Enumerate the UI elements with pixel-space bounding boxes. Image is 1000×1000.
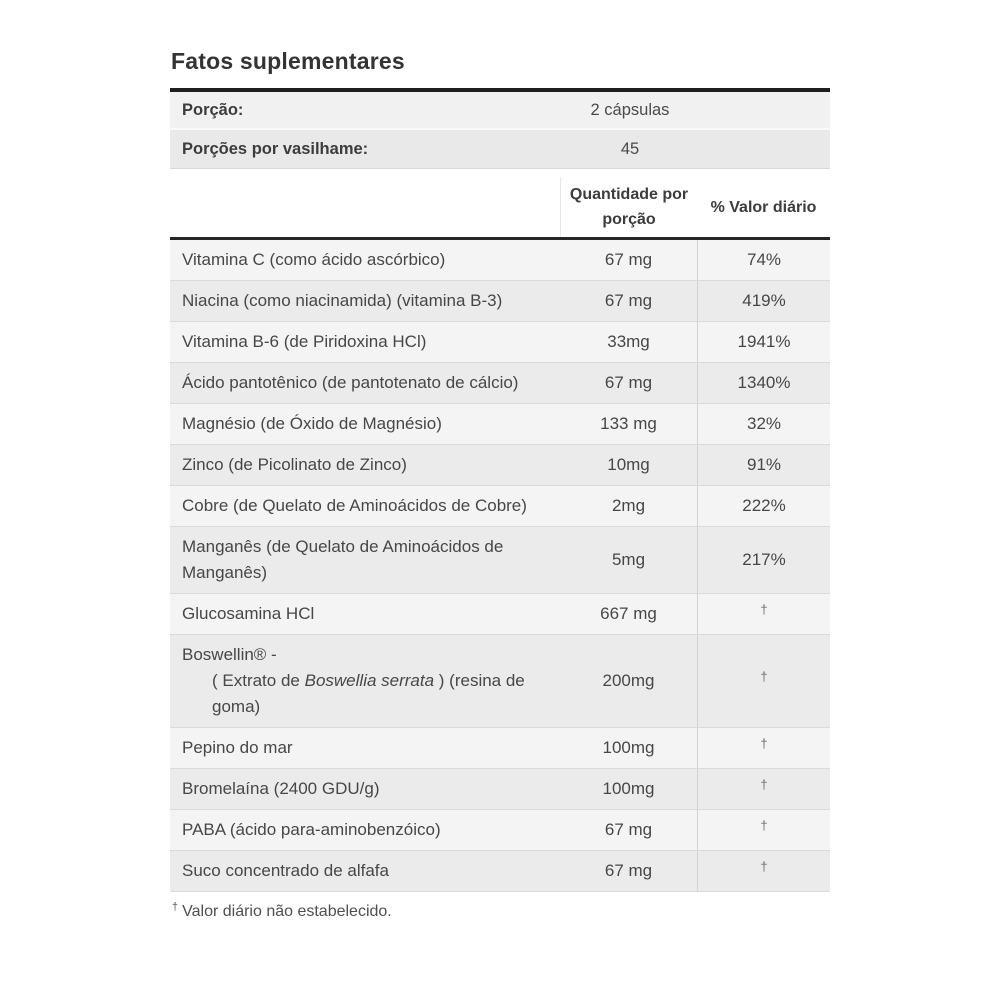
nutrient-amount: 100mg bbox=[602, 779, 655, 798]
serving-info-label: Porções por vasilhame: bbox=[182, 139, 369, 158]
nutrient-row: Pepino do mar 100mg † bbox=[170, 728, 830, 769]
nutrient-row: Boswellin® -( Extrato de Boswellia serra… bbox=[170, 635, 830, 728]
nutrient-dv: 217% bbox=[697, 527, 830, 593]
nutrient-name: Manganês (de Quelato de Aminoácidos de M… bbox=[182, 537, 504, 582]
amount-column-header: Quantidade por porção bbox=[560, 177, 697, 237]
nutrient-amount: 67 mg bbox=[604, 250, 653, 269]
nutrient-amount: 33mg bbox=[607, 332, 650, 351]
nutrient-name: Pepino do mar bbox=[182, 738, 293, 757]
nutrients-table: Quantidade por porção % Valor diário Vit… bbox=[170, 177, 830, 892]
nutrient-row: PABA (ácido para-aminobenzóico) 67 mg † bbox=[170, 810, 830, 851]
nutrient-amount: 200mg bbox=[602, 671, 655, 690]
serving-info-row: Porção: 2 cápsulas bbox=[170, 92, 830, 130]
nutrient-name: Suco concentrado de alfafa bbox=[182, 861, 389, 880]
nutrient-name: Bromelaína (2400 GDU/g) bbox=[182, 779, 380, 798]
nutrient-name: Vitamina C (como ácido ascórbico) bbox=[182, 250, 446, 269]
nutrient-name: Boswellin® -( Extrato de Boswellia serra… bbox=[182, 645, 525, 716]
nutrient-row: Ácido pantotênico (de pantotenato de cál… bbox=[170, 363, 830, 404]
nutrient-dv: 74% bbox=[697, 240, 830, 280]
nutrient-amount: 2mg bbox=[611, 496, 646, 515]
nutrient-dv: 222% bbox=[697, 486, 830, 526]
nutrient-dv: 1941% bbox=[697, 322, 830, 362]
nutrient-row: Vitamina B-6 (de Piridoxina HCl) 33mg 19… bbox=[170, 322, 830, 363]
nutrient-row: Vitamina C (como ácido ascórbico) 67 mg … bbox=[170, 240, 830, 281]
serving-info-label: Porção: bbox=[182, 100, 244, 119]
nutrient-name: Zinco (de Picolinato de Zinco) bbox=[182, 455, 407, 474]
nutrient-dv: † bbox=[697, 810, 830, 850]
dv-column-header: % Valor diário bbox=[710, 198, 817, 216]
supplement-facts-panel: Fatos suplementares Porção: 2 cápsulas P… bbox=[170, 45, 830, 921]
serving-info-value: 45 bbox=[620, 139, 640, 158]
nutrient-amount: 67 mg bbox=[604, 861, 653, 880]
nutrient-amount: 667 mg bbox=[600, 604, 657, 623]
nutrient-amount: 5mg bbox=[611, 550, 646, 569]
nutrient-dv: † bbox=[697, 769, 830, 809]
nutrient-row: Bromelaína (2400 GDU/g) 100mg † bbox=[170, 769, 830, 810]
serving-info-value: 2 cápsulas bbox=[590, 100, 670, 119]
footnote: † Valor diário não estabelecido. bbox=[170, 901, 830, 921]
nutrient-amount: 67 mg bbox=[604, 291, 653, 310]
nutrient-name: Cobre (de Quelato de Aminoácidos de Cobr… bbox=[182, 496, 527, 515]
nutrient-row: Magnésio (de Óxido de Magnésio) 133 mg 3… bbox=[170, 404, 830, 445]
serving-info-table: Porção: 2 cápsulas Porções por vasilhame… bbox=[170, 88, 830, 169]
nutrients-rows: Vitamina C (como ácido ascórbico) 67 mg … bbox=[170, 240, 830, 892]
nutrient-dv: † bbox=[697, 728, 830, 768]
page-title: Fatos suplementares bbox=[171, 48, 405, 74]
nutrient-dv: † bbox=[697, 851, 830, 891]
nutrient-name: Magnésio (de Óxido de Magnésio) bbox=[182, 414, 442, 433]
table-header-row: Quantidade por porção % Valor diário bbox=[170, 177, 830, 240]
nutrient-amount: 133 mg bbox=[600, 414, 657, 433]
nutrient-dv: † bbox=[697, 635, 830, 727]
nutrient-name: Vitamina B-6 (de Piridoxina HCl) bbox=[182, 332, 427, 351]
nutrient-row: Manganês (de Quelato de Aminoácidos de M… bbox=[170, 527, 830, 594]
nutrient-dv: 91% bbox=[697, 445, 830, 485]
nutrient-amount: 10mg bbox=[607, 455, 650, 474]
nutrient-amount: 67 mg bbox=[604, 373, 653, 392]
footnote-text: Valor diário não estabelecido. bbox=[182, 903, 392, 921]
nutrient-row: Cobre (de Quelato de Aminoácidos de Cobr… bbox=[170, 486, 830, 527]
nutrient-amount: 67 mg bbox=[604, 820, 653, 839]
footnote-dagger-symbol: † bbox=[172, 901, 179, 913]
nutrient-amount: 100mg bbox=[602, 738, 655, 757]
nutrient-name: Ácido pantotênico (de pantotenato de cál… bbox=[182, 373, 519, 392]
nutrient-name: Glucosamina HCl bbox=[182, 604, 315, 623]
nutrient-dv: 32% bbox=[697, 404, 830, 444]
serving-info-row: Porções por vasilhame: 45 bbox=[170, 130, 830, 168]
nutrient-row: Glucosamina HCl 667 mg † bbox=[170, 594, 830, 635]
nutrient-dv: 1340% bbox=[697, 363, 830, 403]
nutrient-row: Zinco (de Picolinato de Zinco) 10mg 91% bbox=[170, 445, 830, 486]
nutrient-name: Niacina (como niacinamida) (vitamina B-3… bbox=[182, 291, 503, 310]
nutrient-dv: 419% bbox=[697, 281, 830, 321]
nutrient-row: Niacina (como niacinamida) (vitamina B-3… bbox=[170, 281, 830, 322]
nutrient-dv: † bbox=[697, 594, 830, 634]
nutrient-name: PABA (ácido para-aminobenzóico) bbox=[182, 820, 441, 839]
nutrient-row: Suco concentrado de alfafa 67 mg † bbox=[170, 851, 830, 892]
name-column-header bbox=[170, 177, 560, 237]
